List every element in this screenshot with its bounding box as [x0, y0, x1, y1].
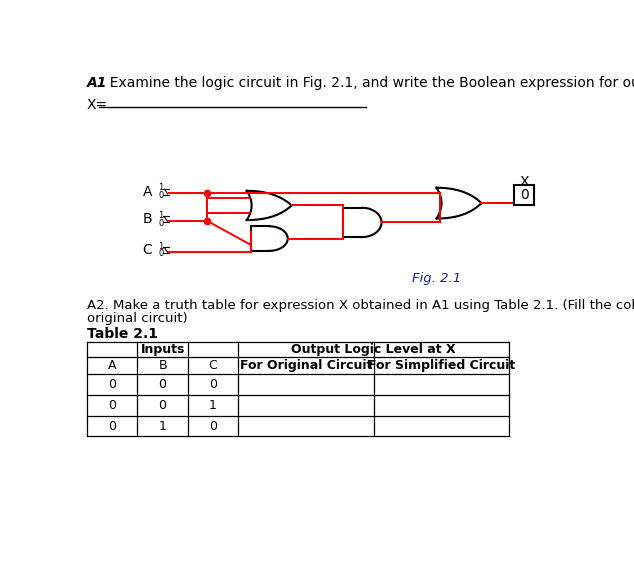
Text: 0: 0	[158, 219, 164, 227]
Text: 1: 1	[158, 242, 164, 251]
Text: 1: 1	[209, 399, 217, 412]
Text: original circuit): original circuit)	[87, 312, 188, 325]
Text: B: B	[143, 212, 152, 226]
Text: C: C	[209, 359, 217, 372]
Text: 0: 0	[158, 191, 164, 200]
Text: For Simplified Circuit: For Simplified Circuit	[368, 359, 515, 372]
Text: X: X	[519, 176, 529, 189]
Text: 1: 1	[158, 183, 164, 192]
Text: 0: 0	[158, 378, 167, 391]
Bar	[87, 342, 509, 437]
Text: Table 2.1: Table 2.1	[87, 327, 158, 341]
Text: Output Logic Level at X: Output Logic Level at X	[292, 343, 456, 356]
Text: 0: 0	[108, 378, 116, 391]
Text: A2. Make a truth table for expression X obtained in A1 using Table 2.1. (Fill th: A2. Make a truth table for expression X …	[87, 299, 634, 312]
Text: A: A	[143, 185, 152, 198]
Text: C: C	[143, 243, 152, 257]
Text: 0: 0	[209, 378, 217, 391]
Text: 0: 0	[158, 250, 164, 258]
Text: B: B	[158, 359, 167, 372]
Text: 0: 0	[209, 420, 217, 433]
Bar	[514, 185, 534, 205]
Text: . Examine the logic circuit in Fig. 2.1, and write the Boolean expression for ou: . Examine the logic circuit in Fig. 2.1,…	[101, 76, 634, 90]
Text: Inputs: Inputs	[140, 343, 184, 356]
Text: 1: 1	[158, 211, 164, 220]
Text: 0: 0	[158, 399, 167, 412]
Text: A1: A1	[87, 76, 107, 90]
Text: Fig. 2.1: Fig. 2.1	[413, 272, 462, 286]
Text: For Original Circuit: For Original Circuit	[240, 359, 372, 372]
Text: 0: 0	[108, 420, 116, 433]
Text: X=: X=	[87, 97, 108, 112]
Text: 0: 0	[108, 399, 116, 412]
Text: A: A	[108, 359, 117, 372]
Text: 0: 0	[520, 189, 529, 202]
Text: 1: 1	[158, 420, 167, 433]
